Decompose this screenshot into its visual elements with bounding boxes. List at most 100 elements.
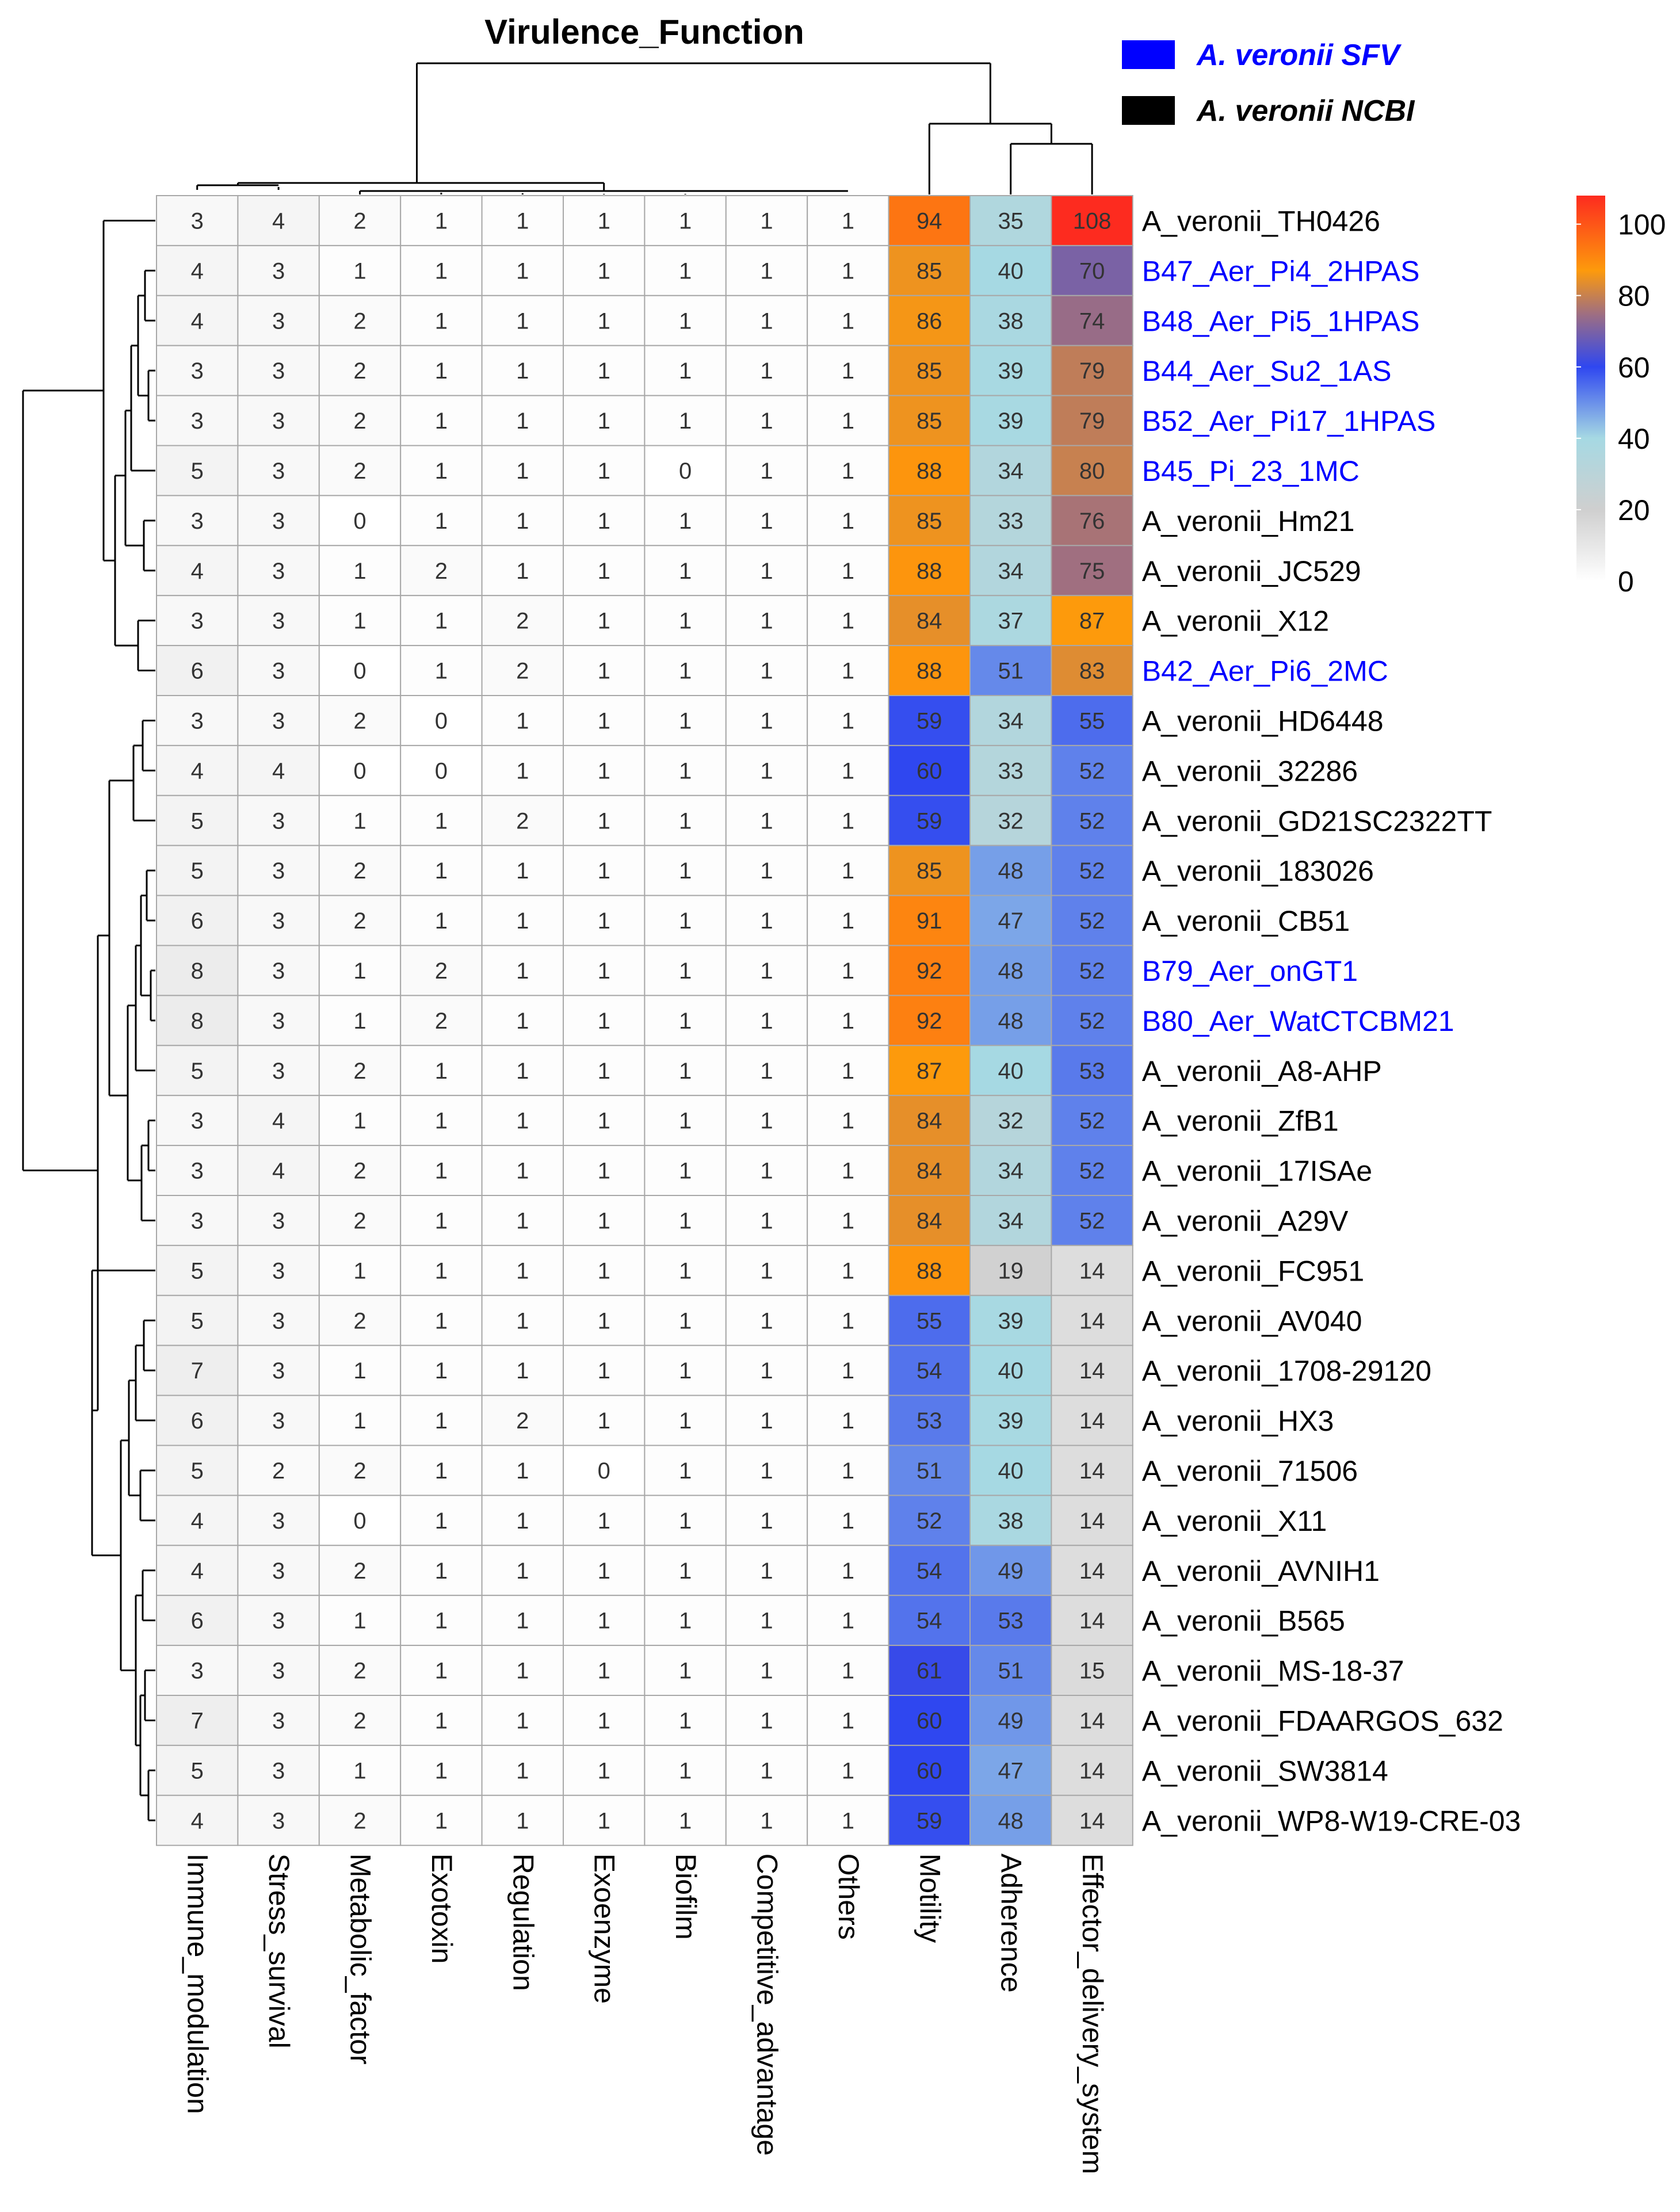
cell-value-label: 1 xyxy=(842,1508,854,1534)
cell-value-label: 3 xyxy=(191,509,204,534)
heatmap-cell xyxy=(807,1645,889,1697)
cell-value-label: 1 xyxy=(598,408,610,434)
cell-value-label: 1 xyxy=(516,1808,529,1833)
cell-value-label: 54 xyxy=(917,1358,942,1384)
heatmap-cell xyxy=(400,1045,483,1097)
cell-value-label: 1 xyxy=(842,1059,854,1084)
cell-value-label: 4 xyxy=(272,758,285,784)
row-label: A_veronii_FDAARGOS_632 xyxy=(1142,1705,1503,1737)
heatmap-cell xyxy=(1051,1545,1133,1596)
cell-value-label: 1 xyxy=(598,1508,610,1534)
heatmap-cell xyxy=(1051,244,1133,296)
cell-value-label: 2 xyxy=(435,559,448,584)
heatmap-cell xyxy=(807,1145,889,1196)
cell-value-label: 1 xyxy=(679,1258,692,1283)
heatmap-cell xyxy=(807,1495,889,1546)
heatmap-cell xyxy=(1051,1244,1133,1296)
heatmap-cell xyxy=(400,1344,483,1396)
heatmap-cell xyxy=(1051,495,1133,547)
cell-value-label: 1 xyxy=(516,708,529,733)
heatmap-cell xyxy=(400,295,483,346)
cell-value-label: 1 xyxy=(842,659,854,684)
cell-value-label: 1 xyxy=(842,509,854,534)
cell-value-label: 1 xyxy=(435,1258,448,1283)
heatmap-cell xyxy=(563,1445,646,1496)
heatmap-cell xyxy=(481,1595,564,1646)
cell-value-label: 1 xyxy=(842,408,854,434)
heatmap-cell xyxy=(237,1395,320,1446)
cell-value-label: 49 xyxy=(998,1558,1024,1584)
cell-value-label: 1 xyxy=(598,808,610,834)
heatmap-cell xyxy=(1051,195,1133,246)
heatmap-cell xyxy=(807,1244,889,1296)
cell-value-label: 1 xyxy=(435,1758,448,1783)
heatmap-cell xyxy=(318,1695,402,1746)
heatmap-cell xyxy=(725,895,808,946)
cell-value-label: 4 xyxy=(191,1558,204,1584)
heatmap-cell xyxy=(563,244,646,296)
cell-value-label: 2 xyxy=(353,1059,366,1084)
heatmap-cell xyxy=(969,295,1052,346)
heatmap-cell xyxy=(237,1595,320,1646)
colorbar-tick-label: 40 xyxy=(1618,423,1650,455)
cell-value-label: 1 xyxy=(435,509,448,534)
cell-value-label: 1 xyxy=(760,1708,773,1733)
heatmap-cell xyxy=(156,545,239,597)
row-label: B45_Pi_23_1MC xyxy=(1142,455,1360,487)
heatmap-cell xyxy=(969,395,1052,446)
heatmap-cell xyxy=(318,1095,402,1147)
heatmap-cell xyxy=(318,195,402,246)
heatmap-cell xyxy=(481,895,564,946)
cell-value-label: 1 xyxy=(435,459,448,484)
cell-value-label: 60 xyxy=(917,1708,942,1733)
heatmap-cell xyxy=(1051,1045,1133,1097)
cell-value-label: 85 xyxy=(917,408,942,434)
heatmap-cell xyxy=(888,845,971,896)
cell-value-label: 39 xyxy=(998,1408,1024,1434)
cell-value-label: 3 xyxy=(191,1159,204,1184)
cell-value-label: 48 xyxy=(998,1808,1024,1833)
heatmap-cell xyxy=(888,1495,971,1546)
row-label: B48_Aer_Pi5_1HPAS xyxy=(1142,305,1420,337)
column-label: Adherence xyxy=(995,1854,1028,1993)
heatmap-cell xyxy=(1051,1495,1133,1546)
chart-title: Virulence_Function xyxy=(484,13,804,51)
cell-value-label: 1 xyxy=(679,1708,692,1733)
cell-value-label: 1 xyxy=(353,1358,366,1384)
cell-value-label: 91 xyxy=(917,908,942,934)
heatmap-cell xyxy=(888,244,971,296)
heatmap-cell xyxy=(400,1545,483,1596)
heatmap-cell xyxy=(400,345,483,396)
cell-value-label: 1 xyxy=(842,208,854,234)
heatmap-cell xyxy=(644,695,727,746)
heatmap-cell xyxy=(400,1145,483,1196)
cell-value-label: 1 xyxy=(516,858,529,884)
cell-value-label: 1 xyxy=(679,1008,692,1034)
cell-value-label: 1 xyxy=(598,559,610,584)
cell-value-label: 54 xyxy=(917,1609,942,1634)
cell-value-label: 1 xyxy=(679,1458,692,1484)
cell-value-label: 14 xyxy=(1079,1358,1105,1384)
cell-value-label: 1 xyxy=(679,408,692,434)
cell-value-label: 1 xyxy=(435,408,448,434)
cell-value-label: 1 xyxy=(435,1308,448,1334)
cell-value-label: 1 xyxy=(760,808,773,834)
cell-value-label: 1 xyxy=(760,1208,773,1233)
heatmap-cell xyxy=(644,744,727,796)
row-label: A_veronii_ZfB1 xyxy=(1142,1105,1339,1137)
heatmap-cell xyxy=(563,445,646,496)
cell-value-label: 0 xyxy=(435,708,448,733)
cell-value-label: 1 xyxy=(435,858,448,884)
heatmap-cell xyxy=(318,395,402,446)
cell-value-label: 1 xyxy=(679,258,692,284)
cell-value-label: 85 xyxy=(917,358,942,384)
heatmap-cell xyxy=(400,195,483,246)
cell-value-label: 1 xyxy=(516,1059,529,1084)
cell-value-label: 2 xyxy=(516,609,529,634)
cell-value-label: 1 xyxy=(679,858,692,884)
heatmap-cell xyxy=(156,295,239,346)
heatmap-cell xyxy=(1051,545,1133,597)
cell-value-label: 75 xyxy=(1079,559,1105,584)
heatmap-cell xyxy=(725,495,808,547)
heatmap-cell xyxy=(888,1095,971,1147)
